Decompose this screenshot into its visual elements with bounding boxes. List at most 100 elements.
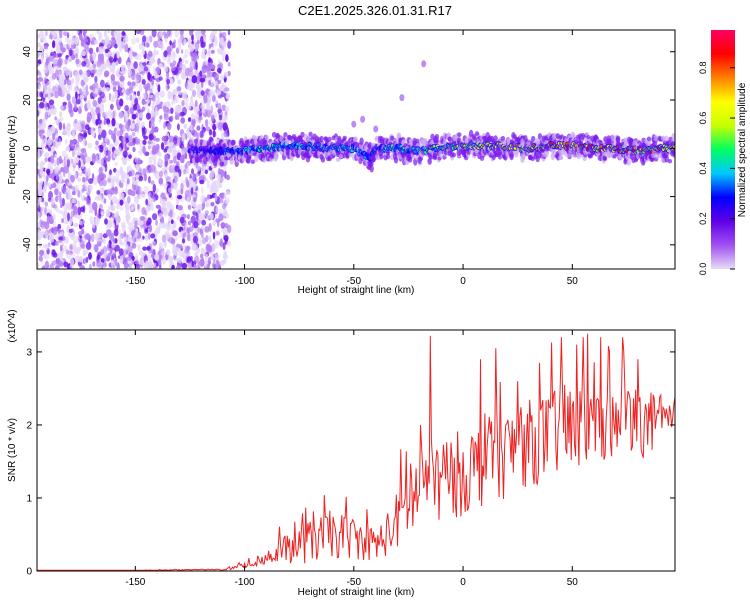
heatmap-noise-cell — [37, 204, 41, 213]
heatmap-noise-cell — [166, 122, 172, 130]
heatmap-noise-cell — [43, 45, 49, 50]
heatmap-noise-cell — [217, 177, 221, 185]
heatmap-noise-cell — [104, 70, 110, 77]
heatmap-noise-cell — [115, 98, 120, 107]
heatmap-noise-cell — [171, 64, 176, 72]
heatmap-noise-cell — [66, 159, 70, 167]
heatmap-noise-cell — [42, 265, 46, 269]
heatmap-noise-cell — [134, 220, 138, 229]
heatmap-noise-cell — [211, 30, 218, 36]
heatmap-noise-cell — [71, 96, 76, 104]
heatmap-noise-cell — [183, 232, 187, 237]
heatmap-noise-cell — [148, 196, 153, 206]
heatmap-noise-cell — [65, 67, 69, 77]
heatmap-noise-cell — [66, 187, 70, 194]
heatmap-noise-cell — [98, 213, 102, 219]
heatmap-noise-cell — [63, 31, 69, 36]
heatmap-noise-cell — [88, 252, 92, 260]
heatmap-noise-cell — [37, 161, 40, 167]
heatmap-noise-cell — [200, 36, 204, 44]
heatmap-noise-cell — [63, 185, 67, 192]
heatmap-noise-cell — [183, 169, 187, 175]
heatmap-noise-cell — [187, 214, 190, 220]
heatmap-noise-cell — [139, 216, 146, 221]
heatmap-noise-cell — [159, 90, 165, 98]
heatmap-noise-cell — [190, 95, 194, 102]
heatmap-noise-cell — [227, 40, 232, 49]
heatmap-noise-cell — [178, 38, 182, 43]
heatmap-noise-cell — [46, 138, 52, 147]
heatmap-cell — [434, 133, 440, 140]
heatmap-noise-cell — [111, 130, 117, 137]
heatmap-noise-cell — [147, 71, 151, 81]
heatmap-noise-cell — [160, 250, 166, 256]
heatmap-noise-cell — [216, 67, 222, 73]
heatmap-noise-cell — [163, 50, 168, 58]
heatmap-noise-cell — [133, 94, 136, 100]
heatmap-noise-cell — [92, 177, 98, 186]
heatmap-noise-cell — [97, 53, 102, 63]
heatmap-noise-cell — [166, 78, 170, 85]
heatmap-noise-cell — [98, 241, 102, 247]
heatmap-noise-cell — [152, 213, 158, 221]
heatmap-noise-cell — [164, 101, 171, 107]
heatmap-noise-cell — [187, 131, 191, 139]
heatmap-noise-cell — [110, 103, 114, 111]
heatmap-noise-cell — [101, 172, 105, 181]
heatmap-noise-cell — [113, 57, 116, 63]
heatmap-noise-cell — [111, 38, 117, 45]
heatmap-cell — [653, 135, 659, 142]
heatmap-noise-cell — [145, 86, 148, 94]
heatmap-noise-cell — [153, 158, 157, 166]
heatmap-noise-cell — [71, 54, 76, 60]
heatmap-noise-cell — [220, 75, 223, 82]
heatmap-noise-cell — [172, 50, 176, 57]
heatmap-noise-cell — [192, 197, 197, 203]
heatmap-noise-cell — [110, 221, 116, 228]
heatmap-noise-cell — [37, 221, 41, 229]
heatmap-noise-cell — [145, 205, 152, 212]
heatmap-noise-cell — [114, 127, 117, 132]
heatmap-noise-cell — [147, 139, 153, 145]
heatmap-cell — [319, 135, 324, 142]
heatmap-noise-cell — [109, 85, 114, 90]
heatmap-noise-cell — [107, 109, 112, 118]
heatmap-noise-cell — [69, 109, 74, 118]
heatmap-noise-cell — [145, 260, 149, 265]
heatmap-noise-cell — [193, 220, 199, 229]
heatmap-cell — [451, 152, 457, 158]
heatmap-noise-cell — [194, 251, 199, 257]
heatmap-noise-cell — [55, 140, 59, 149]
heatmap-noise-cell — [61, 160, 67, 167]
heatmap-noise-cell — [169, 135, 174, 144]
heatmap-noise-cell — [184, 222, 188, 230]
heatmap-noise-cell — [89, 54, 93, 63]
heatmap-noise-cell — [115, 37, 119, 43]
heatmap-noise-cell — [75, 30, 80, 35]
heatmap-noise-cell — [79, 225, 83, 230]
heatmap-noise-cell — [84, 152, 88, 158]
heatmap-noise-cell — [121, 136, 127, 142]
heatmap-noise-cell — [37, 109, 40, 117]
heatmap-noise-cell — [52, 104, 55, 109]
heatmap-noise-cell — [217, 121, 223, 131]
heatmap-noise-cell — [50, 30, 56, 36]
heatmap-noise-cell — [218, 208, 223, 215]
heatmap-noise-cell — [37, 42, 41, 48]
heatmap-noise-cell — [178, 105, 183, 111]
heatmap-noise-cell — [129, 52, 133, 61]
heatmap-noise-cell — [210, 171, 215, 178]
heatmap-noise-cell — [225, 197, 230, 204]
heatmap-noise-cell — [205, 210, 209, 215]
heatmap-noise-cell — [55, 133, 59, 141]
heatmap-noise-cell — [134, 231, 139, 238]
heatmap-noise-cell — [112, 110, 116, 119]
heatmap-noise-cell — [126, 178, 130, 185]
heatmap-noise-cell — [41, 220, 47, 226]
heatmap-noise-cell — [161, 198, 166, 207]
heatmap-noise-cell — [100, 264, 104, 269]
heatmap-noise-cell — [66, 79, 72, 86]
heatmap-noise-cell — [155, 143, 160, 151]
heatmap-noise-cell — [164, 154, 168, 162]
heatmap-cell — [457, 132, 462, 138]
